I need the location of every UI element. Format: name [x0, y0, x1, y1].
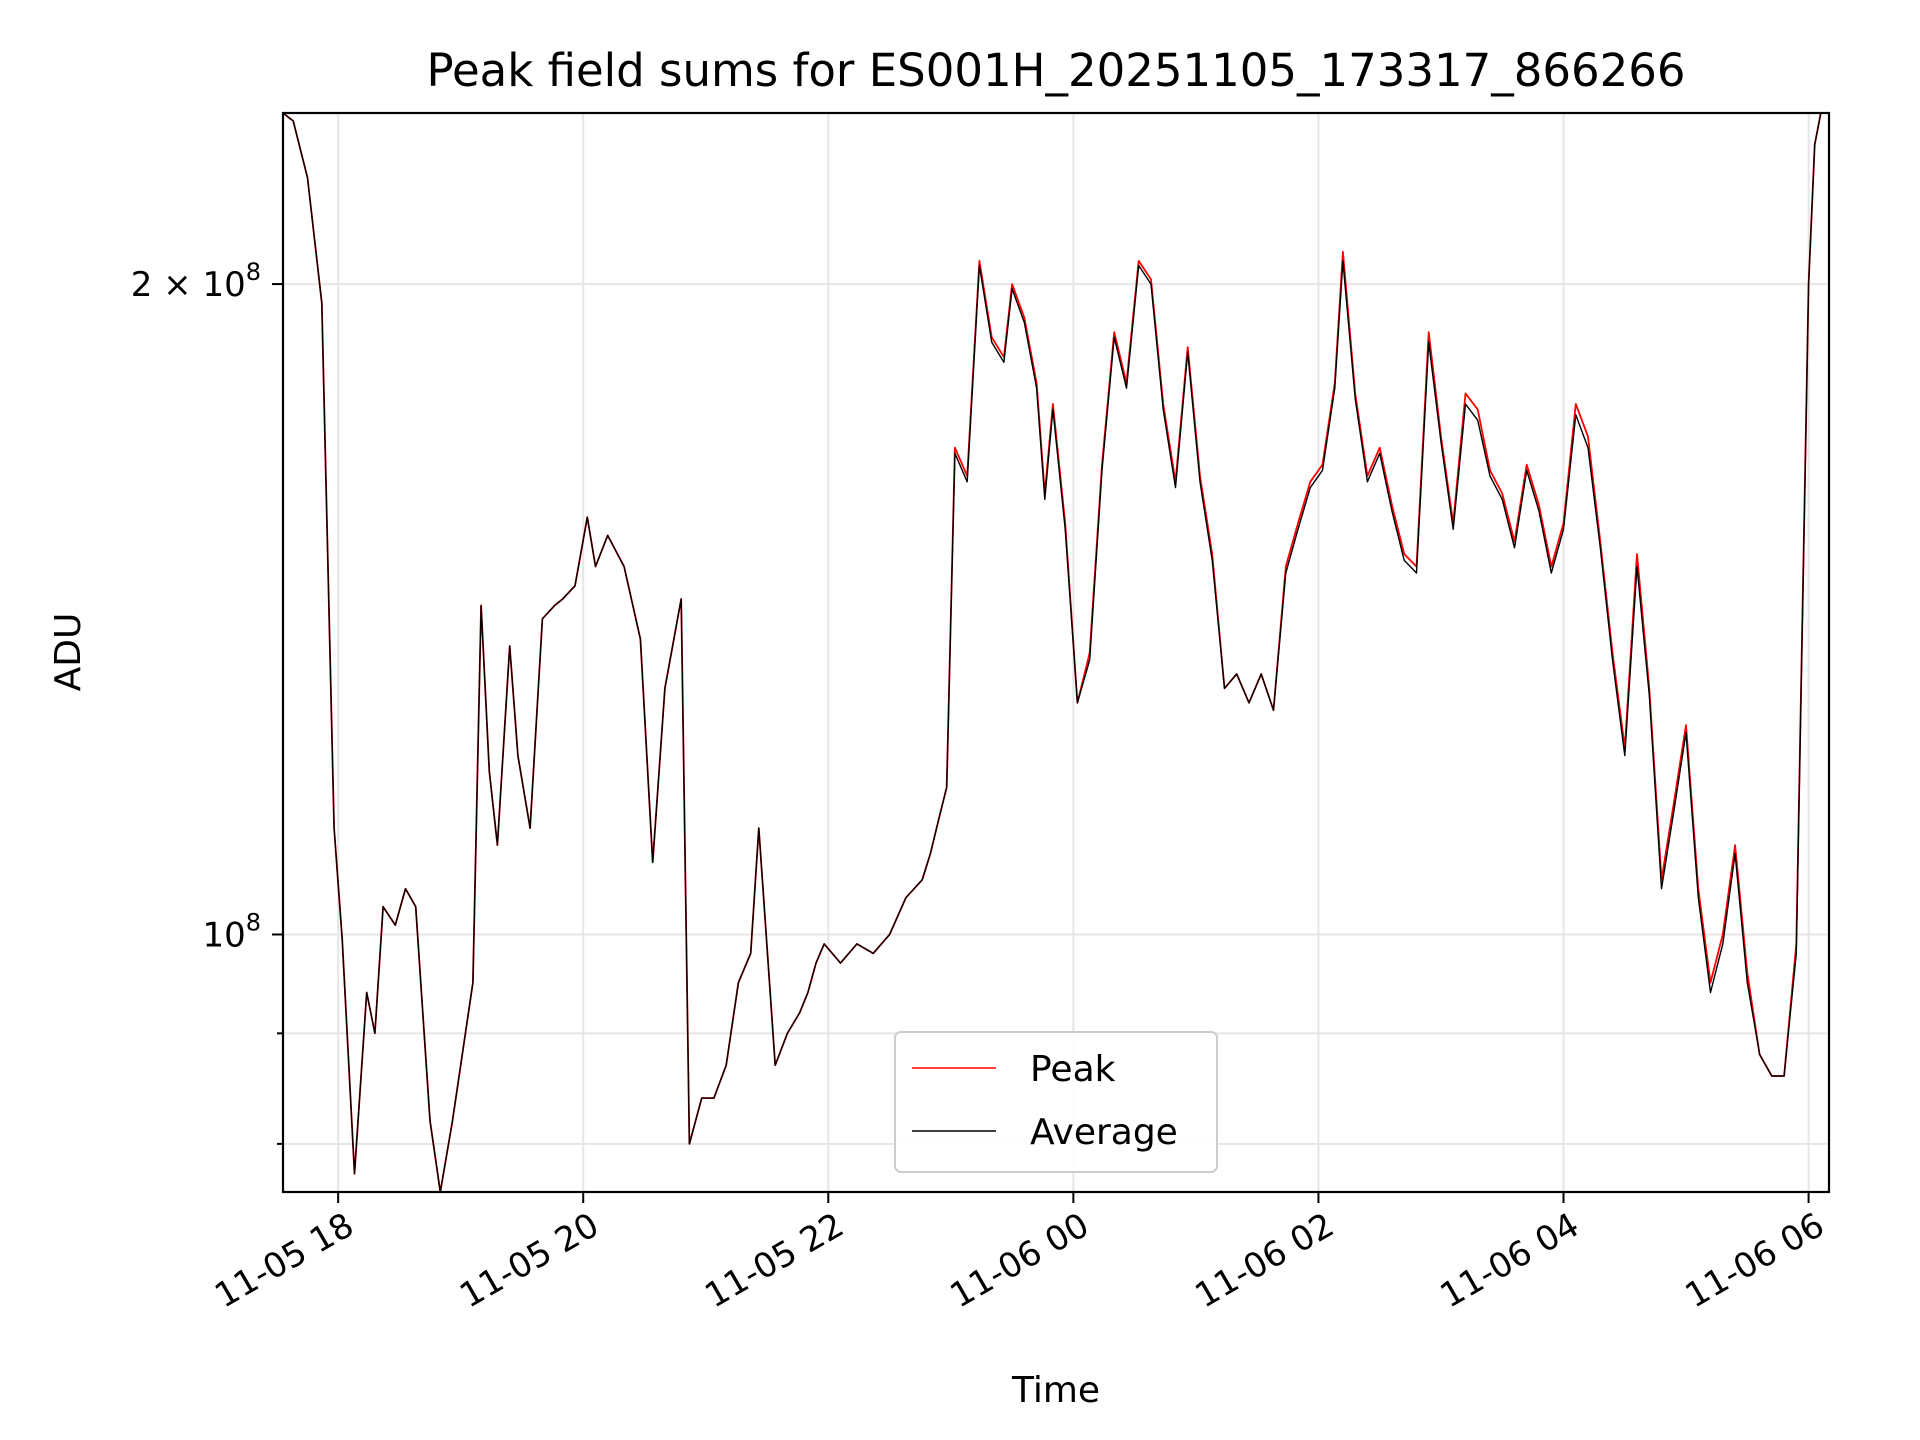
- legend: Peak Average: [894, 1031, 1218, 1173]
- x-axis: 11-05 18 11-05 20 11-05 22 11-06 00 11-06 02…: [208, 1192, 1831, 1316]
- legend-label-peak: Peak: [1030, 1049, 1116, 1090]
- series-line-average: [283, 113, 1822, 1192]
- x-tick-label: 11-06 04: [1434, 1205, 1586, 1316]
- x-tick-label: 11-06 00: [943, 1205, 1095, 1316]
- y-tick-label: 2 × 108: [131, 258, 261, 305]
- legend-box: [894, 1031, 1218, 1173]
- x-tick-label: 11-05 18: [208, 1205, 360, 1316]
- series-line-peak: [283, 113, 1822, 1192]
- series-group: [283, 113, 1822, 1192]
- y-axis-label: ADU: [48, 613, 89, 692]
- x-tick-label: 11-06 02: [1189, 1205, 1341, 1316]
- x-tick-label: 11-05 22: [698, 1205, 850, 1316]
- plot-frame: [281, 111, 1831, 1194]
- y-axis: 108 2 × 108: [131, 258, 283, 1145]
- y-tick-label: 108: [202, 908, 261, 955]
- x-tick-label: 11-05 20: [453, 1205, 605, 1316]
- chart-title: Peak field sums for ES001H_20251105_1733…: [426, 44, 1685, 97]
- x-tick-label: 11-06 06: [1679, 1205, 1831, 1316]
- x-axis-label: Time: [1011, 1370, 1100, 1411]
- legend-label-average: Average: [1030, 1112, 1178, 1153]
- grid: [283, 113, 1829, 1192]
